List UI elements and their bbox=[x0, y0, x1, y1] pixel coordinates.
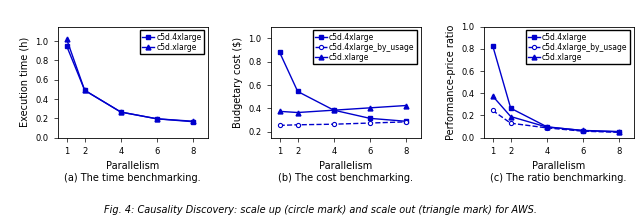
c5d.4xlarge bbox=[189, 120, 197, 123]
Y-axis label: Budgetary cost ($): Budgetary cost ($) bbox=[233, 37, 243, 128]
c5d.4xlarge bbox=[579, 129, 587, 132]
Y-axis label: Execution time (h): Execution time (h) bbox=[20, 37, 30, 127]
Line: c5d.4xlarge: c5d.4xlarge bbox=[490, 43, 621, 134]
Text: (c) The ratio benchmarking.: (c) The ratio benchmarking. bbox=[490, 173, 627, 183]
c5d.4xlarge bbox=[489, 44, 497, 47]
c5d.4xlarge_by_usage bbox=[579, 130, 587, 133]
c5d.4xlarge bbox=[117, 111, 125, 113]
c5d.4xlarge_by_usage bbox=[489, 109, 497, 112]
c5d.4xlarge bbox=[153, 117, 161, 120]
c5d.4xlarge_by_usage bbox=[543, 127, 550, 129]
c5d.4xlarge bbox=[276, 51, 284, 54]
c5d.4xlarge bbox=[294, 90, 301, 93]
c5d.xlarge bbox=[153, 117, 161, 120]
Y-axis label: Performance-price ratio: Performance-price ratio bbox=[446, 24, 456, 140]
c5d.xlarge bbox=[366, 107, 374, 109]
c5d.4xlarge bbox=[543, 125, 550, 128]
X-axis label: Parallelism: Parallelism bbox=[106, 161, 159, 171]
c5d.xlarge bbox=[189, 120, 197, 123]
c5d.4xlarge_by_usage bbox=[366, 122, 374, 124]
c5d.4xlarge bbox=[330, 109, 338, 111]
c5d.xlarge bbox=[615, 130, 623, 133]
Line: c5d.xlarge: c5d.xlarge bbox=[490, 94, 621, 134]
c5d.xlarge bbox=[507, 115, 515, 118]
c5d.xlarge bbox=[63, 38, 70, 41]
c5d.xlarge bbox=[294, 111, 301, 114]
c5d.4xlarge bbox=[63, 45, 70, 47]
c5d.4xlarge bbox=[615, 131, 623, 133]
Text: (b) The cost benchmarking.: (b) The cost benchmarking. bbox=[278, 173, 413, 183]
c5d.xlarge bbox=[117, 111, 125, 113]
Legend: c5d.4xlarge, c5d.xlarge: c5d.4xlarge, c5d.xlarge bbox=[140, 30, 204, 54]
Legend: c5d.4xlarge, c5d.4xlarge_by_usage, c5d.xlarge: c5d.4xlarge, c5d.4xlarge_by_usage, c5d.x… bbox=[526, 30, 630, 64]
c5d.4xlarge bbox=[403, 120, 410, 123]
Text: Fig. 4: Causality Discovery: scale up (circle mark) and scale out (triangle mark: Fig. 4: Causality Discovery: scale up (c… bbox=[104, 205, 536, 215]
Legend: c5d.4xlarge, c5d.4xlarge_by_usage, c5d.xlarge: c5d.4xlarge, c5d.4xlarge_by_usage, c5d.x… bbox=[313, 30, 417, 64]
c5d.xlarge bbox=[276, 110, 284, 113]
Line: c5d.4xlarge: c5d.4xlarge bbox=[277, 50, 408, 124]
Line: c5d.xlarge: c5d.xlarge bbox=[64, 37, 196, 124]
X-axis label: Parallelism: Parallelism bbox=[319, 161, 372, 171]
c5d.4xlarge bbox=[507, 107, 515, 110]
c5d.xlarge bbox=[543, 126, 550, 128]
c5d.4xlarge_by_usage bbox=[294, 123, 301, 126]
c5d.4xlarge_by_usage bbox=[615, 131, 623, 134]
c5d.4xlarge_by_usage bbox=[507, 122, 515, 125]
Line: c5d.4xlarge: c5d.4xlarge bbox=[64, 44, 196, 124]
c5d.xlarge bbox=[489, 95, 497, 97]
c5d.xlarge bbox=[579, 129, 587, 132]
Line: c5d.4xlarge_by_usage: c5d.4xlarge_by_usage bbox=[278, 120, 408, 127]
c5d.4xlarge bbox=[81, 89, 88, 92]
c5d.xlarge bbox=[403, 104, 410, 107]
Text: (a) The time benchmarking.: (a) The time benchmarking. bbox=[64, 173, 201, 183]
c5d.4xlarge_by_usage bbox=[276, 124, 284, 127]
c5d.xlarge bbox=[330, 109, 338, 111]
Line: c5d.4xlarge_by_usage: c5d.4xlarge_by_usage bbox=[490, 108, 621, 134]
X-axis label: Parallelism: Parallelism bbox=[532, 161, 585, 171]
c5d.4xlarge_by_usage bbox=[403, 121, 410, 123]
Line: c5d.xlarge: c5d.xlarge bbox=[277, 103, 408, 115]
c5d.4xlarge bbox=[366, 117, 374, 120]
c5d.4xlarge_by_usage bbox=[330, 123, 338, 125]
c5d.xlarge bbox=[81, 89, 88, 92]
